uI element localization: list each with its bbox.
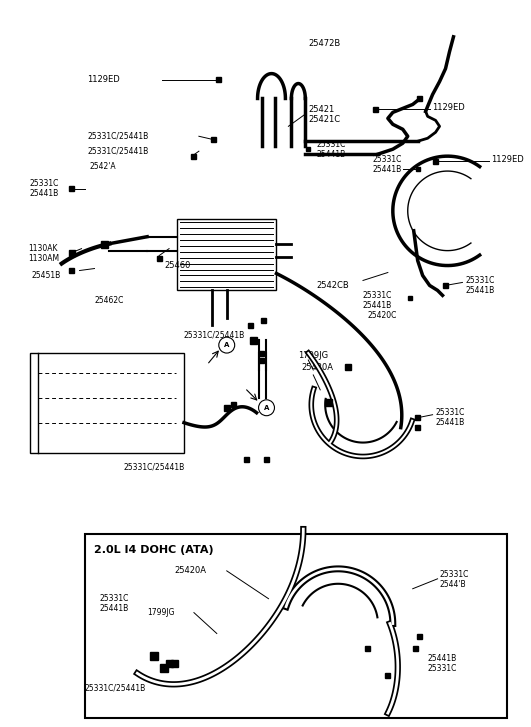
Text: 25331C: 25331C: [373, 155, 402, 164]
Bar: [408, 297, 412, 300]
Text: 25331C: 25331C: [363, 291, 392, 300]
Bar: [264, 457, 269, 462]
Text: 25331C: 25331C: [30, 180, 59, 188]
Circle shape: [259, 400, 275, 416]
Bar: [231, 402, 236, 407]
Bar: [386, 672, 390, 678]
Bar: [259, 350, 264, 356]
Bar: [160, 664, 168, 672]
Text: 25441B: 25441B: [30, 190, 59, 198]
Text: 1799JG: 1799JG: [147, 608, 175, 617]
Text: 1130AM: 1130AM: [28, 254, 59, 263]
Text: 25421C: 25421C: [309, 115, 340, 124]
Bar: [244, 457, 249, 462]
Text: 2544'B: 2544'B: [440, 580, 466, 590]
Bar: [248, 323, 253, 328]
Bar: [166, 660, 173, 667]
Bar: [433, 158, 438, 164]
Bar: [417, 96, 422, 101]
Bar: [415, 425, 420, 430]
Bar: [443, 283, 448, 288]
Text: 2.0L I4 DOHC (ATA): 2.0L I4 DOHC (ATA): [95, 545, 214, 555]
Text: 25331C/25441B: 25331C/25441B: [88, 132, 149, 141]
Text: 25441B: 25441B: [465, 286, 495, 295]
Bar: [415, 415, 420, 420]
Text: 25441B: 25441B: [316, 150, 346, 158]
Text: 25331C: 25331C: [427, 664, 457, 672]
Text: 2542'A: 2542'A: [90, 161, 116, 171]
Text: 25331C: 25331C: [316, 140, 346, 149]
Text: 25331C/25441B: 25331C/25441B: [88, 147, 149, 156]
Bar: [30, 353, 184, 452]
Bar: [68, 249, 74, 256]
Text: 25472B: 25472B: [309, 39, 340, 48]
Text: 25331C: 25331C: [440, 570, 469, 579]
Bar: [259, 358, 264, 363]
Bar: [216, 77, 221, 82]
Bar: [413, 646, 418, 651]
Text: 1799JG: 1799JG: [298, 350, 329, 360]
Text: 25420C: 25420C: [368, 310, 397, 320]
Bar: [170, 660, 177, 667]
Text: 25441B: 25441B: [363, 301, 392, 310]
Bar: [365, 646, 371, 651]
Bar: [261, 318, 266, 323]
Text: 1130AK: 1130AK: [28, 244, 57, 253]
Bar: [373, 107, 379, 112]
Text: 25331C/25441B: 25331C/25441B: [183, 331, 244, 340]
Bar: [306, 147, 310, 151]
Bar: [345, 364, 351, 370]
Text: 25451B: 25451B: [32, 271, 61, 280]
Text: 25441B: 25441B: [427, 654, 457, 663]
Text: 25331C: 25331C: [99, 594, 129, 603]
Bar: [177, 219, 277, 290]
Text: 25331C/25441B: 25331C/25441B: [85, 683, 146, 693]
Text: A: A: [224, 342, 229, 348]
Bar: [101, 241, 108, 248]
Text: 25331C/25441B: 25331C/25441B: [124, 463, 185, 472]
Bar: [69, 268, 74, 273]
Text: 25441B: 25441B: [373, 164, 402, 174]
Bar: [69, 187, 74, 191]
Bar: [150, 652, 158, 660]
Text: 2542CB: 2542CB: [316, 281, 349, 290]
Bar: [250, 337, 257, 344]
Text: 25441B: 25441B: [99, 604, 129, 613]
Text: 1129ED: 1129ED: [432, 103, 464, 112]
Text: 25420A: 25420A: [174, 566, 206, 575]
Circle shape: [219, 337, 235, 353]
Text: 25441B: 25441B: [435, 418, 465, 427]
Text: 25421: 25421: [309, 105, 335, 114]
Text: 25462C: 25462C: [95, 296, 124, 305]
Text: 1129ED: 1129ED: [491, 155, 524, 164]
Text: 25460: 25460: [164, 261, 191, 270]
Bar: [102, 242, 107, 247]
Text: 25331C: 25331C: [465, 276, 495, 285]
Bar: [416, 167, 419, 171]
Text: A: A: [264, 405, 269, 411]
Bar: [192, 153, 196, 158]
Bar: [211, 137, 216, 142]
Text: 25420A: 25420A: [301, 364, 333, 372]
Bar: [224, 405, 230, 411]
Text: 1129ED: 1129ED: [88, 75, 120, 84]
Bar: [84, 534, 507, 718]
Text: 25331C: 25331C: [435, 409, 465, 417]
Bar: [157, 256, 161, 261]
Bar: [324, 399, 332, 406]
Bar: [417, 634, 422, 639]
